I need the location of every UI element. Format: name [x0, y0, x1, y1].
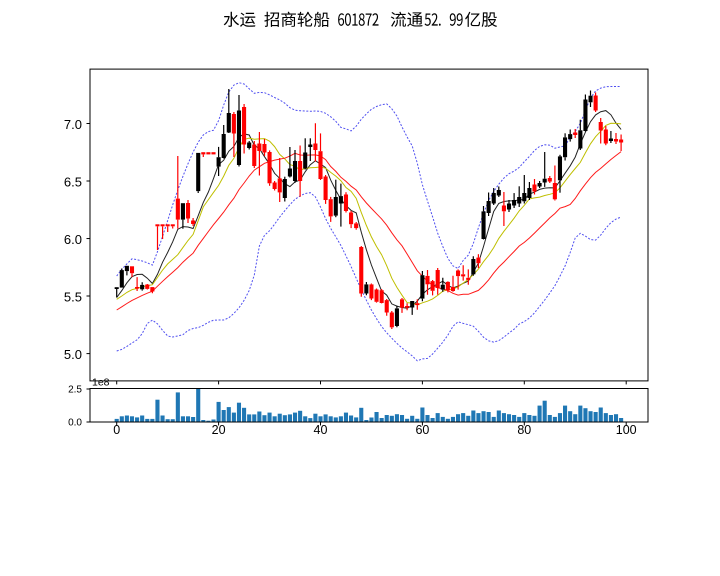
svg-text:2.5: 2.5	[68, 384, 82, 395]
svg-text:40: 40	[314, 423, 328, 437]
svg-text:5.5: 5.5	[64, 289, 82, 304]
svg-text:0.0: 0.0	[68, 417, 82, 428]
svg-text:1e8: 1e8	[92, 376, 110, 388]
svg-text:6.0: 6.0	[64, 232, 82, 247]
svg-text:5.0: 5.0	[64, 347, 82, 362]
svg-text:0: 0	[113, 423, 120, 437]
svg-text:60: 60	[415, 423, 429, 437]
svg-text:7.0: 7.0	[64, 117, 82, 132]
svg-text:80: 80	[517, 423, 531, 437]
svg-text:6.5: 6.5	[64, 174, 82, 189]
svg-text:100: 100	[616, 423, 637, 437]
svg-text:20: 20	[212, 423, 226, 437]
